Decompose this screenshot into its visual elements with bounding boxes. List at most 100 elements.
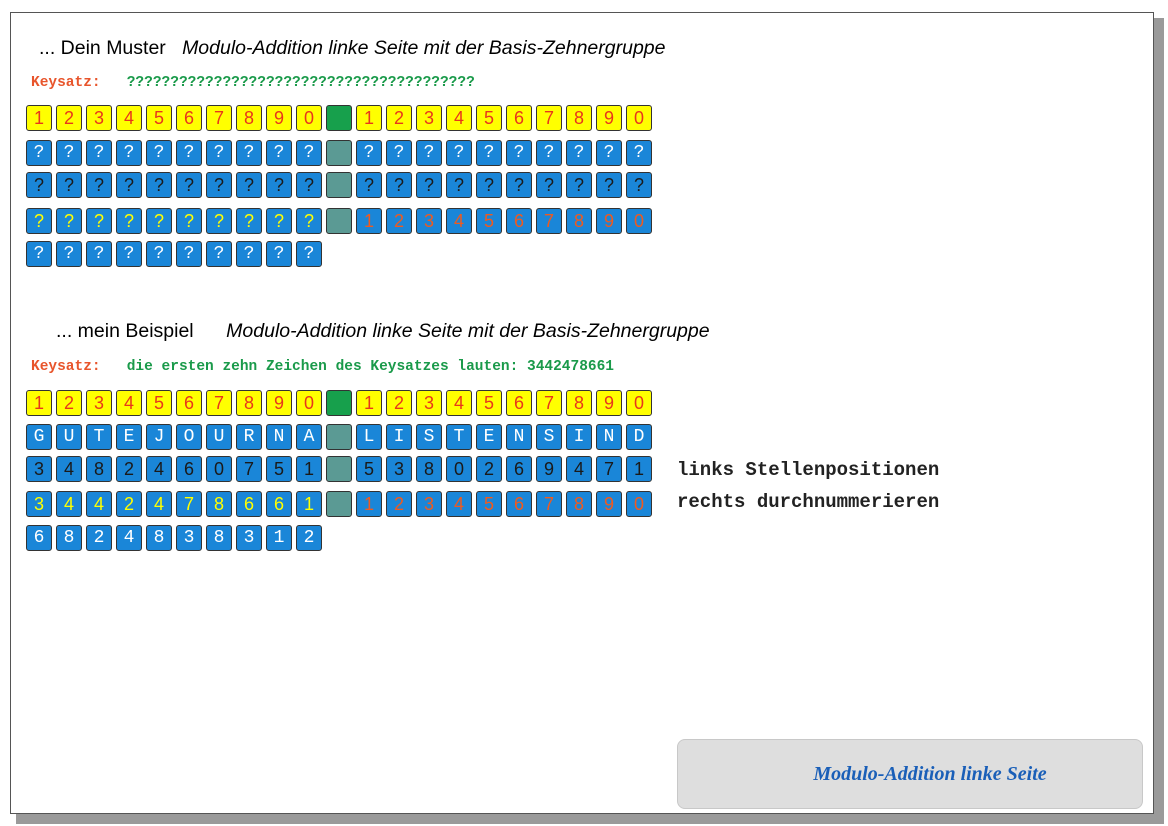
grid-cell: ? [56,208,82,234]
grid-cell: 7 [596,456,622,482]
grid-cell: 9 [596,105,622,131]
grid-cell: 4 [446,105,472,131]
section1-heading-title: Modulo-Addition linke Seite mit der Basi… [182,37,666,59]
grid-cell: 5 [476,491,502,517]
grid-cell: 1 [266,525,292,551]
grid-cell: 3 [416,105,442,131]
grid-cell: 6 [506,456,532,482]
grid-cell: ? [536,140,562,166]
grid-cell: O [176,424,202,450]
grid-cell: T [86,424,112,450]
grid-cell: ? [146,172,172,198]
section1-heading-prefix: ... Dein Muster [39,37,166,59]
grid-cell: 0 [446,456,472,482]
grid-cell: 6 [506,208,532,234]
grid-cell: ? [266,140,292,166]
section1-row-5: ?????????? [26,241,326,267]
section1-key-label: Keysatz: [31,75,101,91]
grid-cell: E [116,424,142,450]
separator-cell [326,140,352,166]
grid-cell: ? [596,140,622,166]
section2-heading-title: Modulo-Addition linke Seite mit der Basi… [226,320,710,342]
grid-cell: ? [116,172,142,198]
grid-cell: 2 [56,105,82,131]
separator-cell [326,424,352,450]
grid-cell: U [56,424,82,450]
grid-cell: S [536,424,562,450]
grid-cell: 1 [356,491,382,517]
separator-cell [326,456,352,482]
grid-cell: ? [26,172,52,198]
grid-cell: ? [266,172,292,198]
grid-cell: U [206,424,232,450]
grid-cell: 1 [26,105,52,131]
grid-cell: ? [206,208,232,234]
grid-cell: 1 [356,208,382,234]
grid-cell: 7 [536,105,562,131]
grid-cell: ? [296,208,322,234]
grid-cell: ? [56,140,82,166]
grid-cell: 4 [56,456,82,482]
footer-label: Modulo-Addition linke Seite [813,762,1047,785]
grid-cell: ? [176,241,202,267]
grid-cell: L [356,424,382,450]
grid-cell: 2 [476,456,502,482]
grid-cell: ? [86,241,112,267]
grid-cell: N [266,424,292,450]
section1-keyline: Keysatz: ???????????????????????????????… [31,75,475,91]
grid-cell: 8 [566,491,592,517]
grid-cell: 0 [626,105,652,131]
grid-cell: ? [176,140,202,166]
grid-cell: 5 [356,456,382,482]
grid-cell: ? [86,208,112,234]
grid-cell: 6 [176,390,202,416]
grid-cell: 9 [536,456,562,482]
section2-key-value: die ersten zehn Zeichen des Keysatzes la… [126,359,615,375]
separator-cell [326,208,352,234]
grid-cell: 3 [86,105,112,131]
grid-cell: ? [26,140,52,166]
grid-cell: 4 [446,208,472,234]
grid-cell: ? [236,172,262,198]
grid-cell: 4 [446,390,472,416]
grid-cell: 3 [26,491,52,517]
grid-cell: ? [116,208,142,234]
grid-cell: 1 [296,491,322,517]
grid-cell: 2 [386,390,412,416]
grid-cell: ? [626,172,652,198]
grid-cell: 4 [116,525,142,551]
grid-cell: ? [266,241,292,267]
grid-cell: 2 [386,491,412,517]
grid-cell: 2 [386,208,412,234]
grid-cell: 1 [356,105,382,131]
grid-cell: 4 [146,456,172,482]
grid-cell: ? [476,172,502,198]
grid-cell: 9 [266,105,292,131]
grid-cell: 8 [236,105,262,131]
grid-cell: 4 [566,456,592,482]
grid-cell: 2 [86,525,112,551]
grid-cell: 3 [386,456,412,482]
grid-cell: ? [566,140,592,166]
grid-cell: ? [566,172,592,198]
grid-cell: ? [26,241,52,267]
grid-cell: J [146,424,172,450]
section2-heading-prefix: ... mein Beispiel [56,320,194,342]
section1-key-value: ???????????????????????????????????????? [126,75,475,91]
grid-cell: 0 [206,456,232,482]
section1-row-4: ?????????? 1 2 3 4 5 6 7 8 9 0 [26,208,656,234]
grid-cell: ? [176,172,202,198]
grid-cell: E [476,424,502,450]
grid-cell: 2 [386,105,412,131]
grid-cell: 3 [236,525,262,551]
grid-cell: ? [296,172,322,198]
grid-cell: 8 [566,105,592,131]
grid-cell: 1 [296,456,322,482]
grid-cell: 9 [596,390,622,416]
grid-cell: 6 [266,491,292,517]
grid-cell: 0 [626,390,652,416]
grid-cell: S [416,424,442,450]
grid-cell: 7 [206,390,232,416]
